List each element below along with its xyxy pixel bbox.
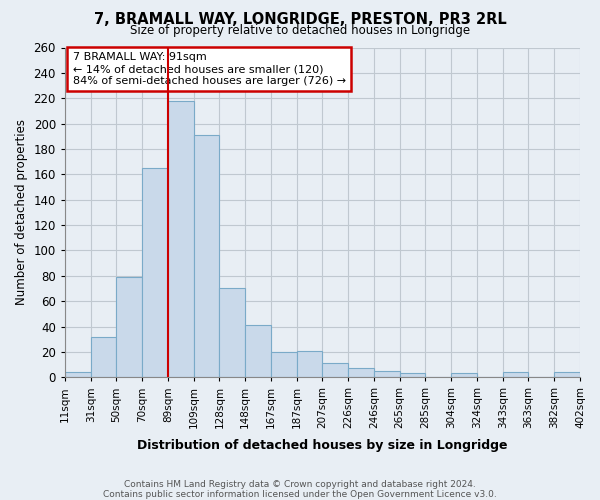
Bar xyxy=(168,101,194,377)
Bar xyxy=(271,352,297,377)
Text: Contains HM Land Registry data © Crown copyright and database right 2024.: Contains HM Land Registry data © Crown c… xyxy=(124,480,476,489)
Bar xyxy=(451,374,477,377)
Bar xyxy=(374,371,400,377)
Text: 7 BRAMALL WAY: 91sqm
← 14% of detached houses are smaller (120)
84% of semi-deta: 7 BRAMALL WAY: 91sqm ← 14% of detached h… xyxy=(73,52,346,86)
Text: 7, BRAMALL WAY, LONGRIDGE, PRESTON, PR3 2RL: 7, BRAMALL WAY, LONGRIDGE, PRESTON, PR3 … xyxy=(94,12,506,28)
Bar xyxy=(297,350,322,377)
X-axis label: Distribution of detached houses by size in Longridge: Distribution of detached houses by size … xyxy=(137,440,508,452)
Bar xyxy=(91,336,116,377)
Text: Size of property relative to detached houses in Longridge: Size of property relative to detached ho… xyxy=(130,24,470,37)
Bar xyxy=(142,168,168,377)
Bar xyxy=(348,368,374,377)
Text: Contains public sector information licensed under the Open Government Licence v3: Contains public sector information licen… xyxy=(103,490,497,499)
Y-axis label: Number of detached properties: Number of detached properties xyxy=(15,120,28,306)
Bar xyxy=(503,372,529,377)
Bar xyxy=(116,277,142,377)
Bar xyxy=(245,325,271,377)
Bar xyxy=(400,374,425,377)
Bar xyxy=(65,372,91,377)
Bar xyxy=(220,288,245,377)
Bar xyxy=(322,364,348,377)
Bar xyxy=(554,372,580,377)
Bar xyxy=(194,135,220,377)
